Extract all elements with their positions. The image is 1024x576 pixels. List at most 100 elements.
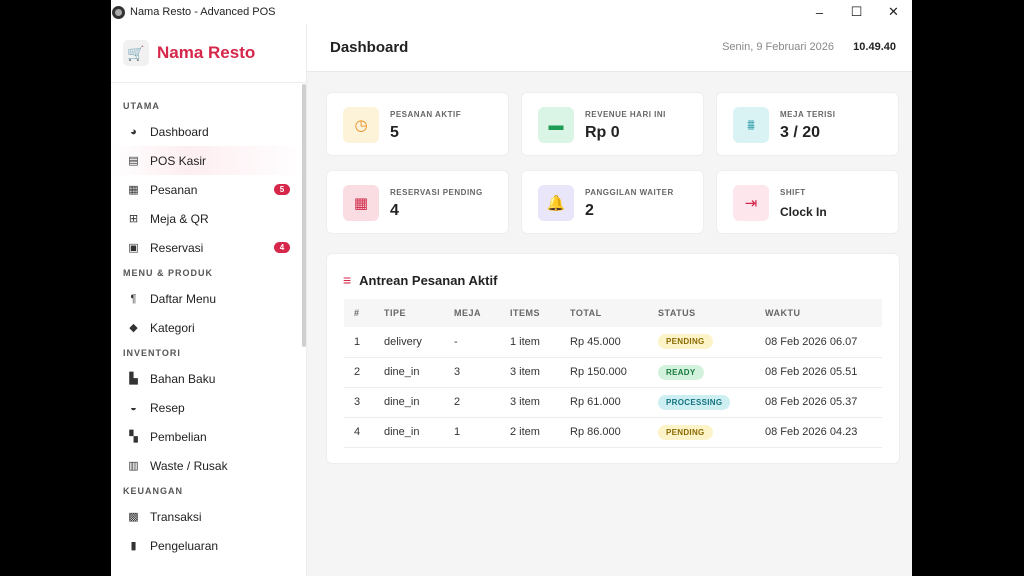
app-icon	[112, 5, 125, 19]
file-invoice-icon: ▮	[130, 540, 137, 552]
cell-time: 08 Feb 2026 04.23	[755, 417, 882, 448]
stat-label: SHIFT	[780, 188, 806, 197]
section-title: INVENTORI	[123, 348, 181, 358]
stat-label: REVENUE HARI INI	[585, 110, 666, 119]
cell-items: 2 item	[500, 417, 560, 448]
sidebar-item-transaksi[interactable]: ▩ Transaksi	[111, 502, 306, 531]
sidebar-item-label: POS Kasir	[150, 153, 207, 168]
cell-type: dine_in	[374, 387, 444, 418]
sidebar-item-bahan-baku[interactable]: ▙ Bahan Baku	[111, 364, 306, 393]
calendar-check-icon: ▣	[128, 242, 139, 254]
sidebar-item-waste-rusak[interactable]: ▥ Waste / Rusak	[111, 451, 306, 480]
window-controls: – ☐ ✕	[801, 0, 912, 24]
status-badge: READY	[658, 364, 704, 380]
cell-no: 1	[344, 327, 374, 358]
table-row[interactable]: 2 dine_in 3 3 item Rp 150.000 READY 08 Feb 202…	[344, 357, 882, 388]
mortar-pestle-icon: ◒	[130, 401, 137, 414]
cell-table: -	[444, 327, 500, 358]
minimize-button[interactable]: –	[815, 4, 824, 20]
page-title: Dashboard	[330, 39, 409, 56]
section-title: MENU & PRODUK	[123, 268, 214, 278]
column-header: #	[354, 308, 360, 318]
cell-total: Rp 45.000	[560, 327, 648, 358]
table-header-row: # TIPE MEJA ITEMS TOTAL STATUS WAKTU	[344, 299, 882, 327]
panel-title: Antrean Pesanan Aktif	[359, 272, 498, 288]
stat-value: 3 / 20	[780, 124, 821, 141]
sidebar-item-reservasi[interactable]: ▣ Reservasi 4	[111, 233, 306, 262]
count-badge: 4	[274, 242, 290, 253]
status-cell: PROCESSING	[648, 387, 755, 418]
count-badge: 5	[274, 184, 290, 195]
sidebar-scrollbar[interactable]	[302, 84, 306, 347]
sidebar-item-kategori[interactable]: ◆ Kategori	[111, 313, 306, 342]
column-header: MEJA	[454, 308, 482, 318]
sidebar-item-resep[interactable]: ◒ Resep	[111, 393, 306, 422]
title-bar: Nama Resto - Advanced POS – ☐ ✕	[111, 0, 912, 24]
sidebar-item-label: Daftar Menu	[150, 291, 217, 306]
stat-card-reservasi-pending: ▦ RESERVASI PENDING 4	[326, 170, 509, 234]
sidebar-item-pesanan[interactable]: ▦ Pesanan 5	[111, 175, 306, 204]
table-row[interactable]: 1 delivery -1 item Rp 45.000 PENDING 08 Feb 2…	[344, 327, 882, 358]
app-window: Nama Resto - Advanced POS – ☐ ✕ 🛒 Nama R…	[111, 0, 912, 576]
sidebar-item-label: Kategori	[150, 320, 195, 335]
status-cell: PENDING	[648, 327, 755, 358]
sidebar-item-pengeluaran[interactable]: ▮ Pengeluaran	[111, 531, 306, 560]
table-row[interactable]: 3 dine_in 2 3 item Rp 61.000 PROCESSING 08 Feb…	[344, 387, 882, 418]
table-row[interactable]: 4 dine_in 1 2 item Rp 86.000 PENDING 08 Feb 20…	[344, 417, 882, 448]
sidebar-item-pembelian[interactable]: ▚ Pembelian	[111, 422, 306, 451]
column-header: STATUS	[658, 308, 696, 318]
cell-type: dine_in	[374, 357, 444, 388]
stat-card-revenue-hari-ini: ▬ REVENUE HARI INI Rp 0	[521, 92, 704, 156]
table-body: 1 delivery -1 item Rp 45.000 PENDING 08 Feb 2…	[344, 327, 882, 448]
sidebar-item-label: Bahan Baku	[150, 371, 216, 386]
stat-value: 4	[390, 202, 399, 219]
stat-value: 5	[390, 124, 399, 141]
page-header: Dashboard Senin, 9 Februari 2026 10.49.4…	[307, 24, 912, 72]
column-header: TOTAL	[570, 308, 602, 318]
chart-pie-icon: ◕	[130, 125, 137, 138]
sidebar-item-label: Dashboard	[150, 124, 209, 139]
cell-items: 1 item	[500, 327, 560, 358]
cell-time: 08 Feb 2026 05.51	[755, 357, 882, 388]
cell-total: Rp 86.000	[560, 417, 648, 448]
status-badge: PENDING	[658, 334, 713, 350]
cash-register-icon: ▤	[128, 155, 139, 167]
cell-time: 08 Feb 2026 05.37	[755, 387, 882, 418]
sidebar: 🛒 Nama Resto UTAMA ◕ Dashboard ▤ POS Kasir ▦ P…	[111, 24, 307, 576]
list-icon: ≡	[343, 272, 352, 288]
sidebar-item-label: Pengeluaran	[150, 538, 219, 553]
stat-label: PANGGILAN WAITER	[585, 188, 674, 197]
sidebar-item-dashboard[interactable]: ◕ Dashboard	[111, 117, 306, 146]
sidebar-item-pos-kasir[interactable]: ▤ POS Kasir	[111, 146, 306, 175]
receipt-icon: ▦	[128, 184, 139, 196]
sign-in-icon: ⇥	[733, 185, 769, 221]
maximize-button[interactable]: ☐	[850, 4, 863, 19]
brand[interactable]: 🛒 Nama Resto	[111, 24, 306, 83]
stat-card-meja-terisi: ⩩ MEJA TERISI 3 / 20	[716, 92, 899, 156]
truck-icon: ▚	[129, 431, 138, 443]
boxes-icon: ▙	[129, 373, 138, 385]
sidebar-item-label: Resep	[150, 400, 185, 415]
section-title: UTAMA	[123, 101, 160, 111]
column-header: WAKTU	[765, 308, 801, 318]
active-orders-panel: ≡ Antrean Pesanan Aktif # TIPE MEJA ITEMS TO…	[326, 253, 900, 464]
cell-type: delivery	[374, 327, 444, 358]
column-header: ITEMS	[510, 308, 541, 318]
cell-total: Rp 150.000	[560, 357, 648, 388]
sidebar-item-daftar-menu[interactable]: ¶ Daftar Menu	[111, 284, 306, 313]
cell-no: 3	[344, 387, 374, 418]
sidebar-item-meja-qr[interactable]: ⊞ Meja & QR	[111, 204, 306, 233]
money-bill-icon: ▩	[128, 511, 139, 523]
utensils-icon: ¶	[130, 292, 137, 305]
header-time: 10.49.40	[853, 41, 896, 53]
close-button[interactable]: ✕	[888, 4, 899, 19]
cell-items: 3 item	[500, 387, 560, 418]
calendar-icon: ▦	[343, 185, 379, 221]
chair-icon: ⩩	[733, 107, 769, 143]
sidebar-item-label: Waste / Rusak	[150, 458, 228, 473]
clock-icon: ◷	[343, 107, 379, 143]
stat-value[interactable]: Clock In	[780, 205, 827, 219]
stat-card-shift[interactable]: ⇥ SHIFT Clock In	[716, 170, 899, 234]
cell-items: 3 item	[500, 357, 560, 388]
sidebar-nav: UTAMA ◕ Dashboard ▤ POS Kasir ▦ Pesanan 5 ⊞ Meja …	[111, 83, 306, 560]
